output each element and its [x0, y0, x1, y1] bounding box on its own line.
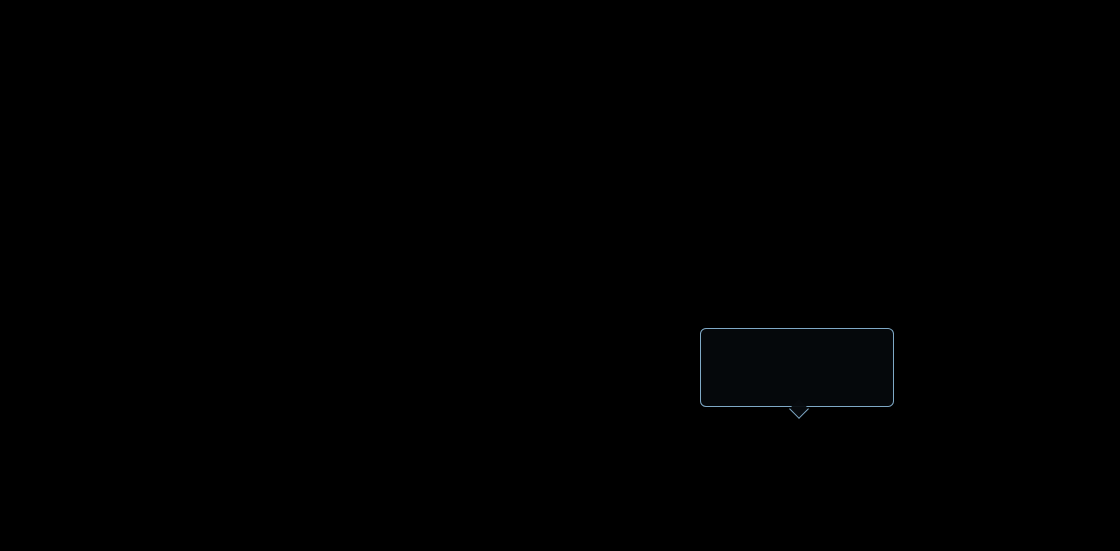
tooltip — [700, 328, 894, 419]
